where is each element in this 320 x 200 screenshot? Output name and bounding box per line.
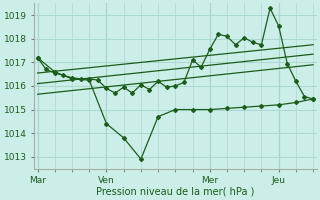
- X-axis label: Pression niveau de la mer( hPa ): Pression niveau de la mer( hPa ): [96, 187, 254, 197]
